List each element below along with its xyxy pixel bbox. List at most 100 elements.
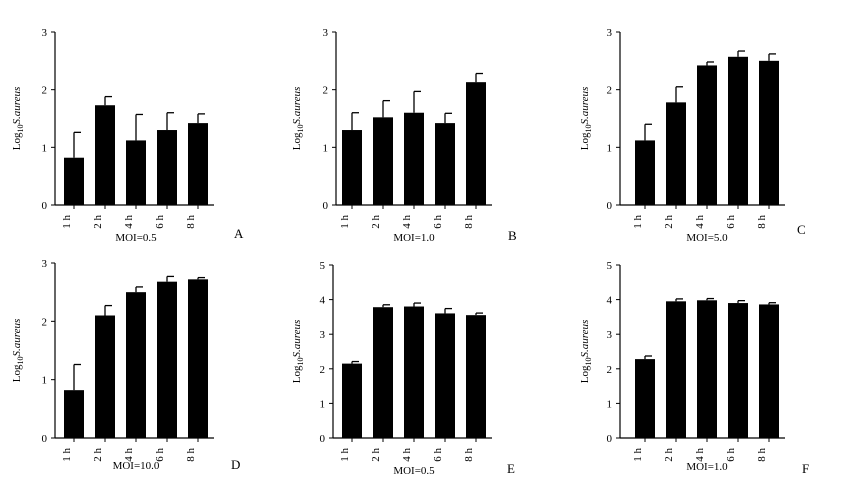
y-axis-title-subscript: 10: [296, 358, 305, 366]
panel-letter: B: [508, 228, 517, 243]
bar: [126, 292, 146, 438]
y-tick-label: 3: [42, 27, 48, 39]
x-tick-label: 8 h: [463, 448, 475, 462]
chart-panel-d: 0 1 2 3 1 h 2 h 4 h 6 h 8 h MOI=10.0 Log10S.aureus…: [11, 258, 240, 472]
panel-letter: F: [802, 461, 809, 476]
y-axis-title-subscript: 10: [296, 125, 305, 133]
bar: [95, 105, 115, 205]
x-tick-label: 6 h: [725, 448, 737, 462]
chart-panel-c: 0 1 2 3 1 h 2 h 4 h 6 h 8 h MOI=5.0 Log10S.aureus C: [579, 27, 806, 244]
y-tick-label: 3: [607, 27, 613, 39]
y-axis-title-subscript: 10: [16, 125, 25, 133]
y-axis-title: Log10S.aureus: [579, 87, 593, 151]
y-tick-label: 1: [607, 398, 613, 410]
bar: [635, 359, 655, 438]
y-axis-title-log: Log: [291, 132, 303, 150]
x-tick-label: 1 h: [339, 448, 351, 462]
y-tick-label: 1: [42, 142, 48, 154]
x-tick-label: 1 h: [339, 215, 351, 229]
x-tick-label: 2 h: [370, 448, 382, 462]
y-tick-label: 0: [607, 433, 613, 445]
x-tick-label: 8 h: [185, 448, 197, 462]
x-tick-label: 6 h: [154, 215, 166, 229]
y-tick-label: 4: [607, 295, 613, 307]
x-tick-label: 2 h: [92, 215, 104, 229]
bar: [404, 306, 424, 438]
bar: [435, 123, 455, 205]
bar: [342, 363, 362, 438]
y-tick-label: 3: [323, 27, 329, 39]
y-tick-label: 3: [42, 258, 48, 270]
bar: [759, 304, 779, 438]
x-tick-label: 1 h: [632, 448, 644, 462]
x-axis-title: MOI=0.5: [115, 232, 157, 244]
y-tick-label: 2: [607, 85, 613, 97]
x-tick-label: 6 h: [725, 215, 737, 229]
bar: [697, 300, 717, 438]
y-axis-title-species: S.aureus: [291, 320, 303, 358]
x-tick-label: 2 h: [370, 215, 382, 229]
x-tick-label: 8 h: [185, 215, 197, 229]
bar: [188, 123, 208, 205]
y-axis-title-species: S.aureus: [11, 87, 23, 125]
bar: [157, 281, 177, 438]
panel-letter: E: [507, 461, 515, 476]
x-tick-label: 4 h: [694, 448, 706, 462]
bar: [666, 301, 686, 438]
x-tick-label: 6 h: [432, 448, 444, 462]
x-tick-label: 4 h: [401, 215, 413, 229]
chart-panel-a: 0 1 2 3 1 h 2 h 4 h 6 h 8 h MOI=0.5 Log10S.aureus A: [11, 27, 244, 244]
x-tick-label: 6 h: [432, 215, 444, 229]
x-tick-label: 6 h: [154, 448, 166, 462]
bar: [188, 279, 208, 438]
chart-panel-e: 0 1 2 3 4 5 1 h 2 h 4 h 6 h 8 h MOI=0.5 Log10S.aureu…: [291, 260, 515, 477]
bar: [728, 56, 748, 206]
panel-letter: D: [231, 457, 240, 472]
y-tick-label: 0: [320, 433, 326, 445]
bar: [666, 102, 686, 205]
y-tick-label: 2: [42, 316, 48, 328]
y-axis-title-species: S.aureus: [579, 87, 591, 125]
x-tick-label: 1 h: [632, 215, 644, 229]
x-tick-label: 2 h: [663, 215, 675, 229]
x-axis-title: MOI=1.0: [686, 461, 728, 473]
y-tick-label: 1: [42, 375, 48, 387]
y-tick-label: 0: [323, 200, 329, 212]
y-tick-label: 2: [323, 85, 329, 97]
y-tick-label: 1: [607, 142, 613, 154]
panel-letter: A: [234, 226, 244, 241]
x-tick-label: 8 h: [756, 448, 768, 462]
bar: [435, 313, 455, 438]
bar: [126, 140, 146, 205]
y-axis-title-log: Log: [579, 365, 591, 383]
x-tick-label: 2 h: [663, 448, 675, 462]
x-tick-label: 8 h: [463, 215, 475, 229]
bar: [157, 130, 177, 205]
y-tick-label: 1: [323, 142, 329, 154]
bar: [466, 82, 486, 205]
bar: [373, 117, 393, 205]
bar: [342, 130, 362, 205]
y-axis-title: Log10S.aureus: [579, 320, 593, 384]
bar: [95, 315, 115, 438]
x-tick-label: 4 h: [123, 448, 135, 462]
bar: [697, 65, 717, 206]
x-tick-label: 2 h: [92, 448, 104, 462]
y-tick-label: 0: [607, 200, 613, 212]
y-axis-title: Log10S.aureus: [11, 87, 25, 151]
x-axis-title: MOI=0.5: [393, 465, 435, 477]
y-axis-title-species: S.aureus: [291, 87, 303, 125]
y-tick-label: 0: [42, 200, 48, 212]
x-axis-title: MOI=1.0: [393, 232, 435, 244]
y-axis-title-subscript: 10: [584, 125, 593, 133]
chart-panel-f: 0 1 2 3 4 5 1 h 2 h 4 h 6 h 8 h MOI=1.0 Log10S.aureu…: [579, 260, 809, 476]
y-axis-title-log: Log: [11, 132, 23, 150]
x-tick-label: 4 h: [694, 215, 706, 229]
chart-panel-b: 0 1 2 3 1 h 2 h 4 h 6 h 8 h MOI=1.0 Log10S.aureus B: [291, 27, 517, 244]
x-axis-title: MOI=10.0: [113, 460, 160, 472]
y-tick-label: 5: [320, 260, 326, 272]
y-tick-label: 0: [42, 433, 48, 445]
y-tick-label: 1: [320, 398, 326, 410]
y-tick-label: 5: [607, 260, 613, 272]
bar: [373, 307, 393, 438]
